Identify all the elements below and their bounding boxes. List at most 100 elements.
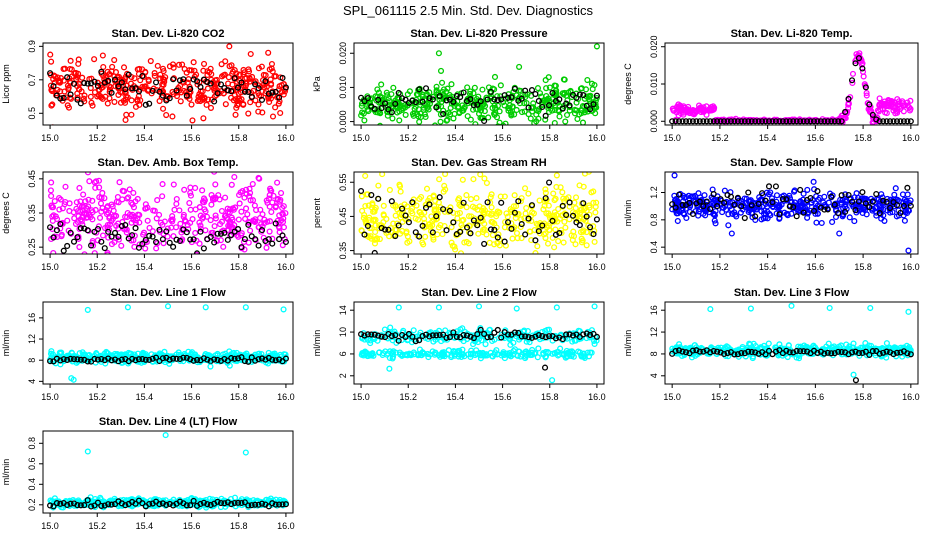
- data-point: [122, 65, 127, 70]
- data-point: [87, 179, 92, 184]
- y-tick-label: 0.35: [27, 204, 37, 222]
- outlier-point: [477, 304, 482, 309]
- data-point: [383, 327, 388, 332]
- outlier-point: [437, 305, 442, 310]
- y-tick-label: 0.5: [27, 107, 37, 120]
- data-point: [557, 114, 562, 119]
- data-point: [902, 218, 907, 223]
- data-point: [480, 87, 485, 92]
- plot-frame: [43, 302, 293, 384]
- data-point: [98, 215, 103, 220]
- overlay-point: [742, 216, 747, 221]
- x-tick-label: 15.8: [541, 392, 559, 402]
- data-point: [362, 118, 367, 123]
- data-point: [393, 213, 398, 218]
- data-point: [127, 187, 132, 192]
- outlier-point: [85, 308, 90, 313]
- outlier-point: [554, 305, 559, 310]
- outlier-point: [595, 44, 600, 49]
- y-axis-label: Licor ppm: [1, 64, 11, 104]
- x-tick-label: 16.0: [902, 133, 920, 143]
- data-point: [581, 120, 586, 125]
- data-point: [271, 114, 276, 119]
- x-tick-label: 15.8: [854, 133, 872, 143]
- y-tick-label: 0.020: [649, 35, 659, 58]
- data-point: [884, 341, 889, 346]
- overlay-point: [444, 228, 449, 233]
- data-point: [574, 195, 579, 200]
- data-point: [148, 59, 153, 64]
- outlier-point: [906, 248, 911, 253]
- data-point: [187, 201, 192, 206]
- overlay-point: [72, 239, 77, 244]
- x-tick-label: 15.8: [230, 392, 248, 402]
- y-axis-label: degrees C: [623, 63, 633, 105]
- data-point: [256, 102, 261, 107]
- chart-title: Stan. Dev. Line 3 Flow: [734, 287, 850, 299]
- overlay-point: [798, 188, 803, 193]
- y-tick-label: 0.8: [649, 214, 659, 227]
- data-point: [556, 207, 561, 212]
- data-point: [482, 176, 487, 181]
- data-point: [155, 256, 160, 261]
- data-point: [376, 183, 381, 188]
- data-point: [388, 188, 393, 193]
- data-point: [202, 62, 207, 67]
- x-tick-label: 15.8: [854, 392, 872, 402]
- data-point: [483, 342, 488, 347]
- data-point: [77, 245, 82, 250]
- data-point: [901, 192, 906, 197]
- data-point: [116, 195, 121, 200]
- data-point: [852, 219, 857, 224]
- x-tick-label: 15.2: [399, 392, 417, 402]
- y-tick-label: 4: [27, 379, 37, 384]
- data-point: [521, 126, 526, 131]
- chart-title: Stan. Dev. Line 4 (LT) Flow: [99, 416, 238, 428]
- data-point: [360, 208, 365, 213]
- data-point: [472, 85, 477, 90]
- y-tick-label: 12: [27, 334, 37, 344]
- data-point: [441, 125, 446, 130]
- data-point: [171, 182, 176, 187]
- data-point: [220, 209, 225, 214]
- x-tick-label: 15.2: [88, 262, 106, 272]
- x-tick-label: 15.2: [399, 262, 417, 272]
- data-point: [819, 221, 824, 226]
- chart-title: Stan. Dev. Li-820 Pressure: [410, 28, 547, 40]
- plot-area: [670, 51, 913, 128]
- data-point: [117, 180, 122, 185]
- data-point: [124, 112, 129, 117]
- overlay-point: [154, 80, 159, 85]
- x-tick-label: 15.0: [352, 133, 370, 143]
- overlay-point: [154, 240, 159, 245]
- data-point: [221, 244, 226, 249]
- data-point: [250, 182, 255, 187]
- data-point: [523, 211, 528, 216]
- data-point: [379, 82, 384, 87]
- data-point: [537, 198, 542, 203]
- data-point: [174, 225, 179, 230]
- data-point: [469, 197, 474, 202]
- data-point: [473, 122, 478, 127]
- data-point: [191, 60, 196, 65]
- x-tick-label: 15.8: [230, 133, 248, 143]
- overlay-point: [102, 246, 107, 251]
- data-point: [465, 85, 470, 90]
- outlier-point: [854, 378, 859, 383]
- data-point: [390, 116, 395, 121]
- x-tick-label: 16.0: [277, 133, 295, 143]
- outlier-point: [387, 366, 392, 371]
- overlay-point: [860, 190, 865, 195]
- data-point: [101, 65, 106, 70]
- data-point: [536, 346, 541, 351]
- data-point: [573, 206, 578, 211]
- overlay-point: [547, 180, 552, 185]
- data-point: [438, 119, 443, 124]
- data-point: [223, 195, 228, 200]
- data-point: [155, 198, 160, 203]
- chart-title: Stan. Dev. Line 2 Flow: [421, 287, 537, 299]
- y-axis-label: ml/min: [623, 330, 633, 357]
